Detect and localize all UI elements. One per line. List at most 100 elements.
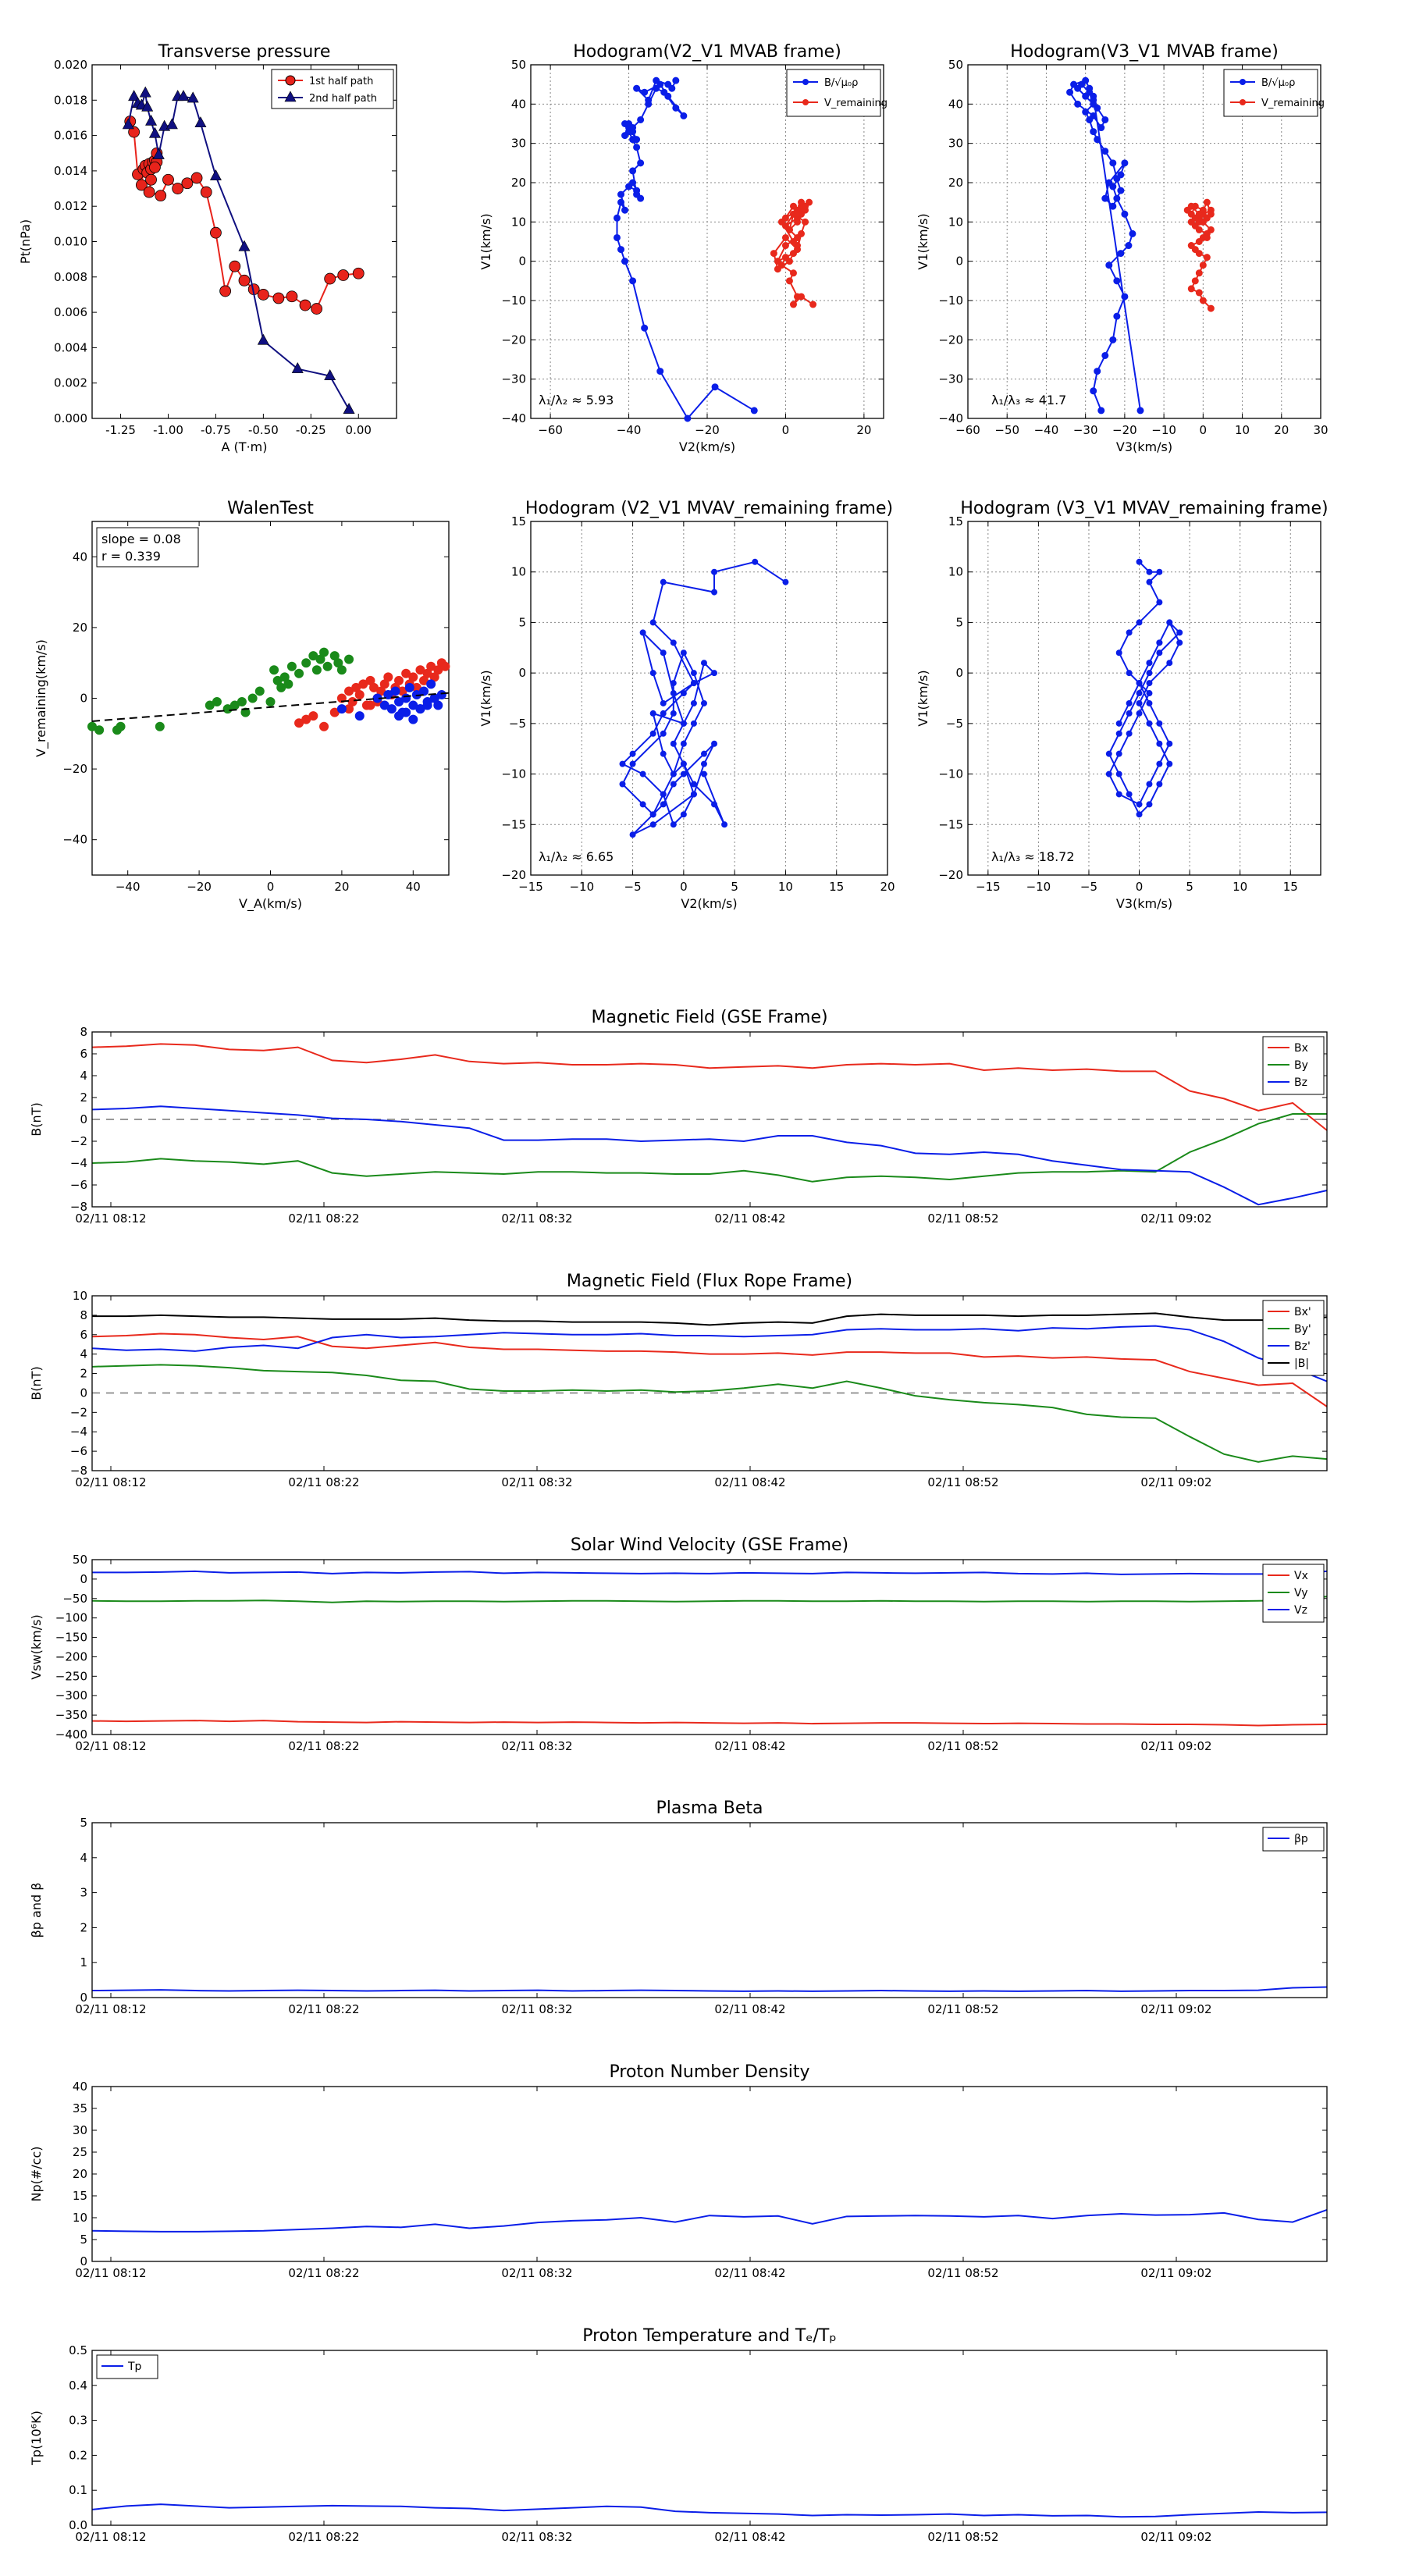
series-line-Bx bbox=[91, 1043, 1328, 1131]
x-tick-label: 40 bbox=[406, 880, 421, 894]
x-tick-label: 0 bbox=[267, 880, 275, 894]
data-point-v bbox=[1156, 639, 1163, 646]
x-tick-label: -1.00 bbox=[153, 423, 183, 437]
y-tick-label: −4 bbox=[70, 1156, 87, 1170]
x-tick-label: 15 bbox=[829, 880, 844, 894]
data-point-v bbox=[1115, 791, 1122, 798]
data-point-b bbox=[1117, 187, 1125, 194]
data-point-1st-half bbox=[299, 299, 311, 311]
panel-hodo-mvab-v2: −60 −40 −20 0 20 −40 −30 −20 −10 0 10 20 30 40 50 Hodog… bbox=[478, 42, 887, 454]
series-line-By bbox=[91, 1113, 1327, 1183]
y-tick-label: 0.3 bbox=[69, 2414, 87, 2428]
chart-title: WalenTest bbox=[227, 499, 314, 518]
legend-label: Vz bbox=[1294, 1604, 1307, 1617]
data-point-b bbox=[617, 246, 625, 254]
x-tick-label: 02/11 09:02 bbox=[1140, 1739, 1211, 1753]
y-tick-label: −150 bbox=[55, 1631, 87, 1645]
legend-label: Bz bbox=[1294, 1076, 1307, 1089]
y-tick-label: 0.006 bbox=[54, 305, 87, 319]
data-point-v bbox=[649, 670, 656, 677]
y-tick-label: 2 bbox=[80, 1091, 87, 1105]
data-point-v bbox=[649, 710, 656, 717]
x-tick-label: 02/11 08:42 bbox=[714, 2002, 785, 2016]
data-point-green bbox=[294, 668, 304, 678]
data-point-green bbox=[237, 697, 247, 707]
chart-title: Magnetic Field (GSE Frame) bbox=[591, 1008, 827, 1027]
data-point-v bbox=[670, 781, 677, 788]
data-point-v bbox=[690, 680, 697, 687]
y-tick-label: 35 bbox=[73, 2101, 87, 2115]
data-point-v bbox=[1207, 304, 1215, 312]
stats-box bbox=[96, 527, 199, 568]
plot-frame bbox=[967, 521, 1321, 876]
data-point-b bbox=[633, 136, 641, 144]
data-point-v bbox=[711, 670, 718, 677]
x-tick-label: 0 bbox=[782, 423, 790, 437]
data-point-v bbox=[1187, 285, 1195, 293]
data-point-v bbox=[1136, 801, 1143, 808]
data-point-v bbox=[680, 770, 687, 777]
y-tick-label: 0 bbox=[80, 1572, 87, 1586]
y-tick-label: 0.002 bbox=[54, 376, 87, 390]
legend-label: Bx bbox=[1294, 1042, 1308, 1055]
x-tick-label: 02/11 08:32 bbox=[501, 2266, 572, 2280]
data-point-v bbox=[700, 660, 707, 667]
x-tick-label: 20 bbox=[334, 880, 349, 894]
y-tick-label: 10 bbox=[73, 2211, 87, 2225]
data-point-v bbox=[649, 821, 656, 828]
x-tick-label: 20 bbox=[856, 423, 871, 437]
data-point-v bbox=[1195, 289, 1203, 297]
x-tick-label: −10 bbox=[1026, 880, 1051, 894]
legend-label: By bbox=[1294, 1059, 1308, 1072]
y-tick-label: 0 bbox=[80, 692, 87, 706]
x-tick-label: 0 bbox=[1200, 423, 1208, 437]
data-point-v bbox=[802, 218, 809, 226]
y-tick-label: −10 bbox=[501, 767, 526, 781]
y-tick-label: −20 bbox=[938, 333, 963, 347]
y-tick-label: −200 bbox=[55, 1649, 87, 1663]
x-tick-label: 02/11 08:32 bbox=[501, 1739, 572, 1753]
x-tick-label: 02/11 08:52 bbox=[927, 2002, 998, 2016]
y-tick-label: −40 bbox=[938, 411, 963, 425]
data-point-blue bbox=[404, 682, 414, 692]
data-point-v bbox=[794, 293, 802, 301]
chart-title: Magnetic Field (Flux Rope Frame) bbox=[567, 1272, 852, 1291]
x-tick-label: 10 bbox=[778, 880, 793, 894]
y-axis-label: Np(#/cc) bbox=[29, 2147, 44, 2202]
y-tick-label: 0.5 bbox=[69, 2343, 87, 2357]
y-tick-label: 30 bbox=[511, 137, 526, 151]
y-tick-label: 40 bbox=[511, 97, 526, 111]
panel-transverse: -1.25 -1.00 -0.75 -0.50 -0.25 0.00 0.000 0.002 0… bbox=[18, 42, 397, 454]
data-point-v bbox=[781, 233, 789, 241]
data-point-green bbox=[116, 721, 126, 731]
data-point-green bbox=[286, 661, 297, 671]
x-tick-label: 10 bbox=[1235, 423, 1250, 437]
correlation-label: r = 0.339 bbox=[101, 549, 161, 564]
panel-np: 0 5 10 15 20 25 30 35 40 02/11 08:12 02/11 08:22 02… bbox=[29, 2062, 1328, 2280]
x-tick-label: 10 bbox=[1232, 880, 1247, 894]
data-point-v bbox=[1146, 801, 1153, 808]
data-point-b bbox=[637, 116, 645, 123]
data-point-v bbox=[1115, 730, 1122, 737]
data-point-blue bbox=[386, 704, 397, 714]
y-tick-label: 0.0 bbox=[69, 2518, 87, 2532]
data-point-blue bbox=[408, 714, 418, 724]
data-point-b bbox=[645, 96, 653, 104]
y-tick-label: 30 bbox=[73, 2123, 87, 2137]
fit-line bbox=[91, 692, 450, 722]
x-tick-label: −5 bbox=[1080, 880, 1097, 894]
data-point-v bbox=[752, 558, 759, 565]
data-point-v bbox=[1126, 730, 1133, 737]
x-tick-label: 02/11 08:42 bbox=[714, 1212, 785, 1226]
data-point-v bbox=[1207, 210, 1215, 218]
data-point-blue bbox=[390, 686, 400, 696]
y-tick-label: 2 bbox=[80, 1367, 87, 1381]
panel-hodo-mvav-v3: −15 −10 −5 0 5 10 15−20−15−10−5051015Hodogram … bbox=[916, 499, 1329, 911]
legend: 1st half path 2nd half path bbox=[271, 69, 394, 109]
data-point-b bbox=[617, 190, 625, 198]
data-point-b bbox=[1121, 293, 1129, 301]
data-point-b bbox=[1082, 108, 1090, 116]
y-tick-label: −30 bbox=[501, 372, 526, 386]
data-point-b bbox=[629, 179, 637, 187]
y-axis-label: V1(km/s) bbox=[916, 670, 930, 726]
